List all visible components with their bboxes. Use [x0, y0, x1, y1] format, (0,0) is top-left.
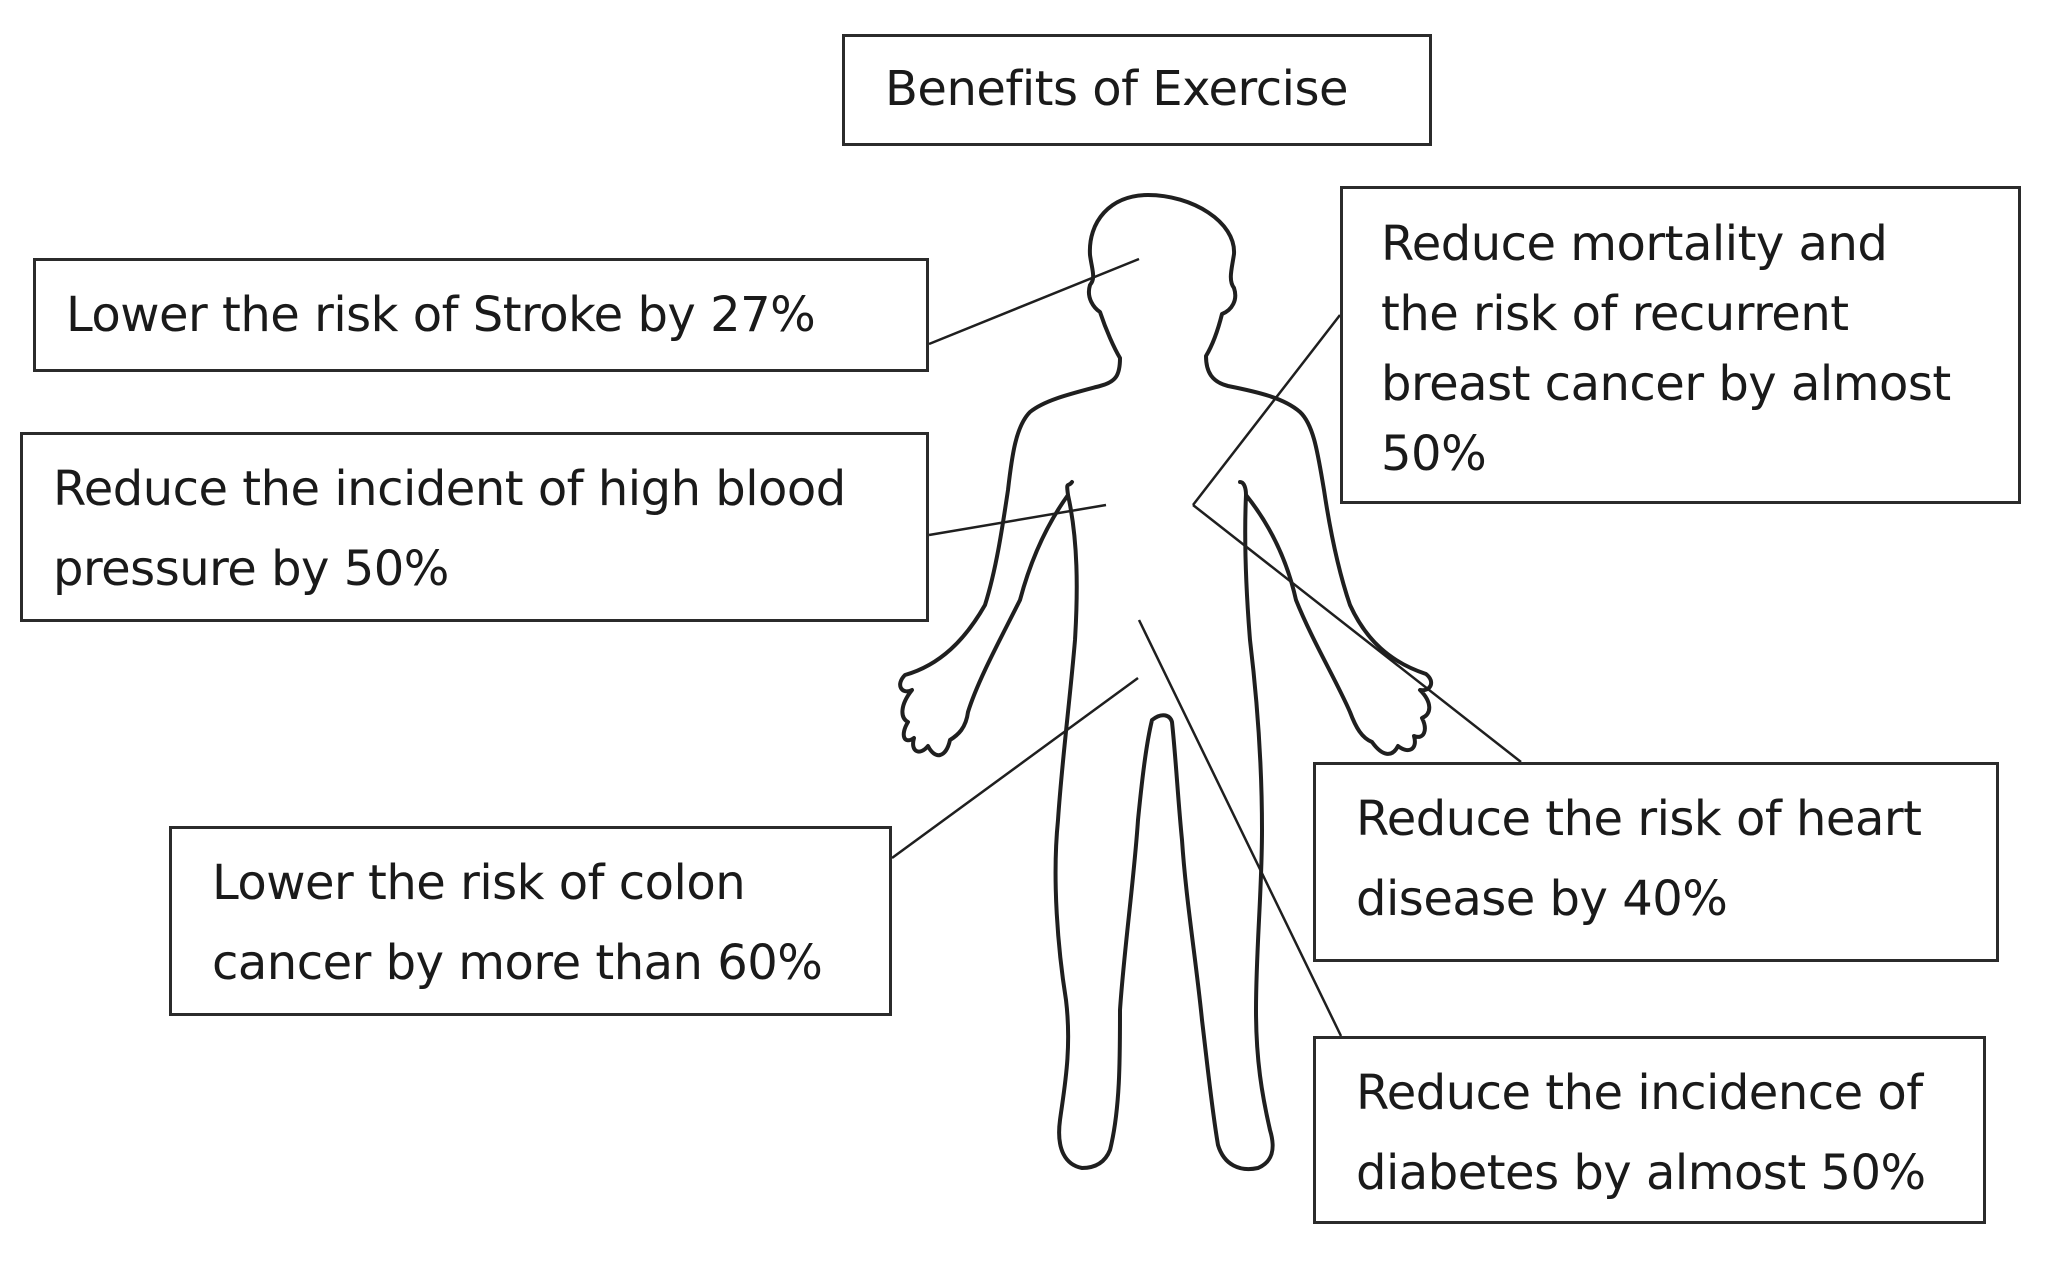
callout-stroke-line-1: Lower the risk of Stroke by 27%: [66, 287, 816, 343]
human-body-outline: [898, 193, 1434, 1171]
connector-diabetes: [1137, 619, 1343, 1037]
diagram-title: Benefits of Exercise: [885, 61, 1349, 118]
callout-blood-pressure-line-1: Reduce the incident of high blood: [53, 461, 846, 517]
connector-stroke: [928, 257, 1140, 346]
callout-stroke: Lower the risk of Stroke by 27%: [33, 258, 929, 372]
callout-blood-pressure: Reduce the incident of high blood pressu…: [20, 432, 929, 622]
callout-breast-line-3: breast cancer by almost: [1381, 356, 1951, 412]
callout-colon: Lower the risk of colon cancer by more t…: [169, 826, 892, 1016]
callout-colon-line-2: cancer by more than 60%: [212, 935, 823, 991]
callout-diabetes: Reduce the incidence of diabetes by almo…: [1313, 1036, 1986, 1224]
callout-heart-disease: Reduce the risk of heart disease by 40%: [1313, 762, 1999, 962]
callout-blood-pressure-line-2: pressure by 50%: [53, 541, 449, 597]
callout-diabetes-line-2: diabetes by almost 50%: [1356, 1145, 1926, 1201]
callout-colon-line-1: Lower the risk of colon: [212, 855, 746, 911]
callout-heart-line-2: disease by 40%: [1356, 871, 1728, 927]
callout-breast-line-4: 50%: [1381, 426, 1487, 482]
callout-breast-line-1: Reduce mortality and: [1381, 216, 1888, 272]
callout-diabetes-line-1: Reduce the incidence of: [1356, 1065, 1923, 1121]
callout-breast-cancer: Reduce mortality and the risk of recurre…: [1340, 186, 2021, 504]
title-box: Benefits of Exercise: [842, 34, 1432, 146]
left-arm-inner-line: [1065, 480, 1074, 497]
connector-breast: [1192, 314, 1341, 506]
connector-colon: [891, 676, 1139, 860]
connector-blood-pressure: [928, 503, 1107, 537]
callout-breast-line-2: the risk of recurrent: [1381, 286, 1849, 342]
callout-heart-line-1: Reduce the risk of heart: [1356, 791, 1922, 847]
right-arm-inner-line: [1238, 480, 1248, 497]
connector-heart: [1192, 504, 1522, 763]
